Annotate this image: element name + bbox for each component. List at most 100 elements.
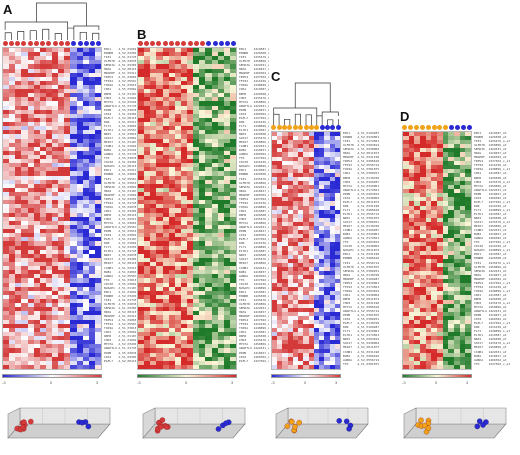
heatmap-cell xyxy=(453,356,460,361)
heatmap-cell xyxy=(408,193,415,198)
heatmap-cell xyxy=(76,154,83,160)
heatmap-cell xyxy=(431,230,437,235)
gene-label: CD34 1460302_at xyxy=(239,354,269,359)
heatmap-cell xyxy=(408,336,415,341)
heatmap-cell xyxy=(76,142,83,147)
heatmap-cell xyxy=(459,144,466,149)
heatmap-cell xyxy=(58,261,65,267)
heatmap-cell xyxy=(324,242,330,247)
heatmap-cell xyxy=(187,257,194,262)
heatmap-cell xyxy=(298,303,304,308)
heatmap-cell xyxy=(223,200,230,205)
heatmap-cell xyxy=(82,154,89,160)
sample-dot xyxy=(402,125,408,130)
heatmap-cell xyxy=(39,257,46,262)
heatmap-cell xyxy=(162,319,169,324)
heatmap-cell xyxy=(448,242,454,247)
gene-label: MRGPRF 1460302_at xyxy=(239,314,269,319)
heatmap-cell xyxy=(403,152,409,157)
heatmap-cell xyxy=(436,197,443,202)
heatmap-cell xyxy=(58,311,65,316)
heatmap-cell xyxy=(82,122,89,127)
heatmap-cell xyxy=(292,176,299,182)
heatmap-cell xyxy=(150,286,157,291)
heatmap-cell xyxy=(27,134,34,139)
heatmap-cell xyxy=(282,140,288,145)
heatmap-cell xyxy=(329,315,335,320)
heatmap-cell xyxy=(465,246,471,251)
sample-dot xyxy=(212,41,218,46)
heatmap-cell xyxy=(88,360,95,365)
heatmap-cell xyxy=(211,319,218,324)
heatmap-cell xyxy=(282,344,288,349)
heatmap-cell xyxy=(277,185,283,190)
heatmap-cell xyxy=(82,249,89,254)
heatmap-cell xyxy=(144,64,151,69)
heatmap-cell xyxy=(465,172,471,177)
heatmap-cell xyxy=(298,193,304,198)
heatmap-cell xyxy=(64,142,71,147)
heatmap-cell xyxy=(33,85,40,90)
heatmap-cell xyxy=(168,278,175,283)
heatmap-cell xyxy=(168,68,175,73)
heatmap-cell xyxy=(15,336,22,341)
heatmap-cell xyxy=(217,171,224,176)
heatmap-cell xyxy=(229,89,236,94)
heatmap-cell xyxy=(168,352,175,357)
heatmap-cell xyxy=(229,187,236,193)
heatmap-cell xyxy=(205,208,212,213)
heatmap-cell xyxy=(334,238,340,243)
gene-label: CCNB1 A_51_P231190 xyxy=(104,265,136,270)
heatmap-cell xyxy=(199,138,206,143)
heatmap-cell xyxy=(442,307,449,312)
heatmap-cell xyxy=(45,356,52,361)
heatmap-cell xyxy=(292,270,299,276)
heatmap-cell xyxy=(64,208,71,213)
heatmap-cell xyxy=(193,48,200,53)
heatmap-cell xyxy=(308,258,314,263)
heatmap-cell xyxy=(229,130,236,135)
heatmap-cell xyxy=(76,93,83,98)
sample-dot xyxy=(276,125,282,130)
heatmap-cell xyxy=(313,230,320,235)
heatmap-cell xyxy=(453,270,460,276)
heatmap-cell xyxy=(64,200,71,205)
heatmap-cell xyxy=(3,89,10,94)
heatmap-cell xyxy=(76,344,83,349)
heatmap-cell xyxy=(88,146,95,151)
heatmap-cell xyxy=(3,336,10,341)
heatmap-cell xyxy=(217,117,224,123)
heatmap-cell xyxy=(144,220,151,225)
heatmap-cell xyxy=(431,156,437,161)
heatmap-cell xyxy=(436,328,443,333)
heatmap-cell xyxy=(76,109,83,114)
heatmap-cell xyxy=(88,159,95,164)
heatmap-cell xyxy=(282,340,288,345)
heatmap-cell xyxy=(94,208,101,213)
heatmap-cell xyxy=(45,85,52,90)
heatmap-cell xyxy=(431,283,437,288)
sample-dot xyxy=(271,125,277,130)
heatmap-cell xyxy=(442,344,449,349)
heatmap-cell xyxy=(82,220,89,225)
heatmap-cell xyxy=(287,352,293,357)
heatmap-cell xyxy=(425,193,432,198)
heatmap-cell xyxy=(272,262,278,267)
heatmap-cell xyxy=(9,105,16,110)
heatmap-cell xyxy=(229,167,236,172)
heatmap-cell xyxy=(64,85,71,90)
heatmap-cell xyxy=(15,233,22,238)
heatmap-cell xyxy=(27,138,34,143)
heatmap-cell xyxy=(282,168,288,173)
heatmap-cell xyxy=(88,323,95,328)
heatmap-cell xyxy=(414,197,420,202)
gene-label: PDPN A_51_P301875 xyxy=(343,313,380,318)
heatmap-cell xyxy=(88,134,95,139)
heatmap-cell xyxy=(94,146,101,151)
heatmap-cell xyxy=(408,164,415,169)
heatmap-cell xyxy=(150,68,157,73)
heatmap-cell xyxy=(70,126,77,131)
heatmap-cell xyxy=(199,72,206,77)
heatmap-cell xyxy=(324,291,330,296)
heatmap-cell xyxy=(431,258,437,263)
